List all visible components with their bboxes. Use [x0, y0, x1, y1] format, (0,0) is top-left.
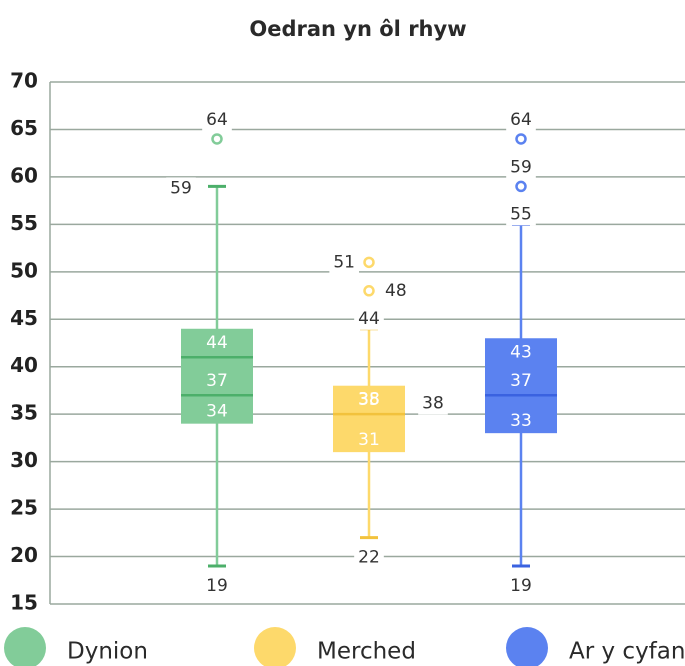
y-tick-label: 15: [10, 591, 38, 615]
chart-title: Oedran yn ôl rhyw: [249, 17, 466, 41]
y-tick-label: 55: [10, 211, 38, 235]
data-label: 44: [206, 333, 228, 353]
y-tick-label: 20: [10, 543, 38, 567]
data-label: 43: [510, 342, 532, 362]
label-background: [354, 546, 384, 569]
data-label: 19: [206, 576, 228, 596]
data-label: 33: [510, 411, 532, 431]
data-label: 19: [510, 576, 532, 596]
data-label: 22: [358, 548, 380, 568]
legend-label: Merched: [317, 639, 416, 665]
legend-label: Ar y cyfan: [569, 639, 685, 665]
data-label: 37: [510, 371, 532, 391]
label-background: [506, 575, 536, 598]
y-tick-label: 30: [10, 448, 38, 472]
outlier: [211, 133, 223, 145]
label-background: [202, 575, 232, 598]
outlier: [363, 285, 375, 297]
data-label: 64: [510, 110, 532, 130]
data-label: 38: [358, 390, 380, 410]
data-label: 55: [510, 204, 532, 224]
label-background: [506, 203, 536, 226]
y-tick-label: 65: [10, 116, 38, 140]
data-label: 44: [358, 309, 380, 329]
outlier: [515, 133, 527, 145]
legend-swatch: [254, 627, 296, 666]
y-tick-label: 45: [10, 306, 38, 330]
data-label: 59: [510, 157, 532, 177]
y-tick-label: 70: [10, 69, 38, 93]
label-background: [202, 108, 232, 131]
data-label: 37: [206, 371, 228, 391]
label-background: [506, 156, 536, 179]
legend-swatch: [506, 627, 548, 666]
data-label: 59: [170, 178, 192, 198]
y-tick-label: 25: [10, 496, 38, 520]
label-background: [381, 279, 411, 302]
box: [333, 385, 405, 453]
data-label: 38: [358, 390, 380, 410]
y-tick-label: 60: [10, 163, 38, 187]
y-tick-label: 35: [10, 401, 38, 425]
y-tick-label: 50: [10, 258, 38, 282]
legend-label: Dynion: [67, 639, 148, 665]
label-background: [354, 307, 384, 330]
label-background: [418, 392, 448, 415]
data-label: 48: [385, 281, 407, 301]
data-label: 34: [206, 402, 228, 422]
data-label: 35: [358, 390, 380, 410]
box: [485, 338, 557, 434]
outlier: [515, 180, 527, 193]
label-background: [506, 108, 536, 131]
box: [181, 328, 253, 424]
outlier: [363, 256, 375, 269]
label-background: [329, 251, 359, 274]
data-label: 64: [206, 110, 228, 130]
legend-swatch: [4, 627, 46, 666]
label-background: [166, 177, 196, 200]
data-label: 31: [358, 430, 380, 450]
y-tick-label: 40: [10, 353, 38, 377]
data-label: 38: [422, 394, 444, 414]
data-label: 51: [333, 252, 355, 272]
